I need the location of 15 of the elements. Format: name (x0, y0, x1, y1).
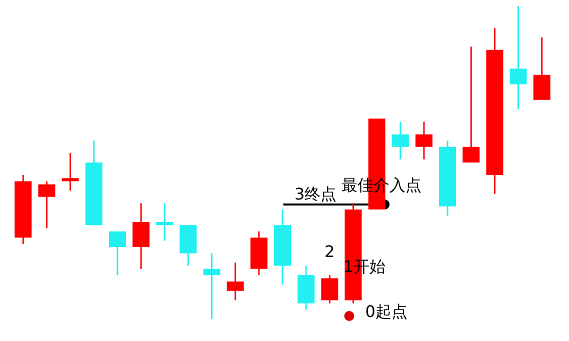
annotation: 2 (324, 242, 335, 261)
candlestick (462, 46, 480, 164)
candlestick (392, 121, 409, 160)
candlestick (108, 230, 126, 276)
annotation: 0起点 (365, 302, 408, 321)
annotation: 1开始 (343, 257, 386, 276)
candlestick (38, 180, 56, 229)
candlestick (62, 152, 79, 192)
candlestick (203, 252, 220, 320)
candlestick (510, 5, 527, 110)
candlestick (226, 262, 244, 301)
candlestick (415, 121, 432, 160)
candlestick (321, 274, 338, 304)
annotation: 3终点 (294, 184, 337, 204)
candlestick (156, 202, 174, 242)
